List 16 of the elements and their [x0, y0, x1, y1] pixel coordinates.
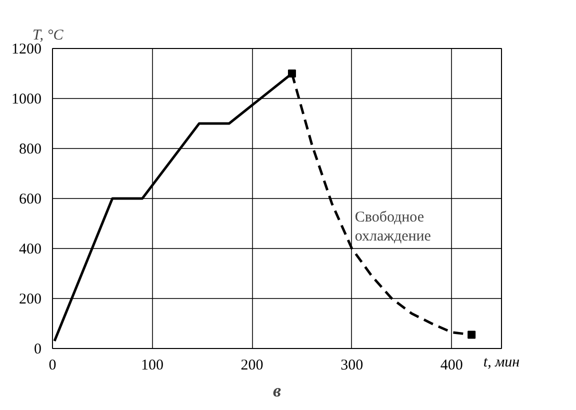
x-tick-label: 300 — [340, 358, 364, 374]
y-tick-label: 1000 — [12, 92, 42, 108]
y-tick-label: 0 — [34, 342, 42, 358]
x-tick-label: 100 — [141, 358, 164, 374]
annotation: Свободное охлаждение — [354, 209, 432, 244]
y-tick-label: 400 — [19, 242, 42, 258]
x-tick-label: 400 — [440, 358, 463, 374]
x-axis-title: t, мин — [483, 354, 520, 370]
y-tick-label: 600 — [19, 192, 42, 208]
text: в — [272, 380, 282, 400]
x-tick-label: 200 — [240, 358, 264, 374]
y-tick-label: 200 — [19, 292, 42, 308]
y-tick-label: 1200 — [12, 42, 42, 58]
y-axis-title: T, °C — [32, 28, 64, 44]
y-tick-label: 800 — [19, 142, 42, 158]
x-tick-label: 0 — [48, 358, 56, 374]
